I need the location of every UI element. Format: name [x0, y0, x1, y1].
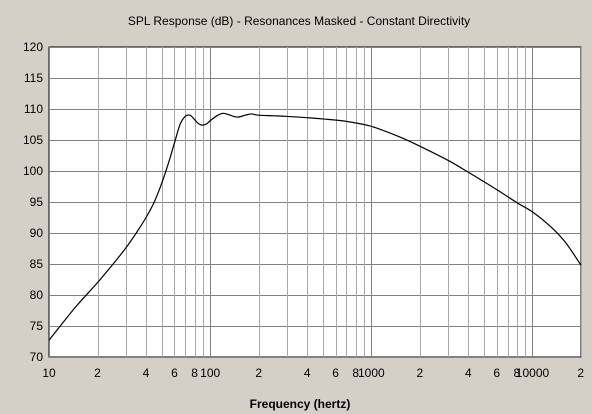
x-tick-label: 2 [94, 366, 101, 380]
y-tick-label: 90 [30, 226, 44, 240]
x-axis-label: Frequency (hertz) [250, 397, 351, 411]
chart-title: SPL Response (dB) - Resonances Masked - … [128, 14, 470, 28]
x-tick-label: 100 [200, 366, 220, 380]
y-tick-label: 80 [30, 288, 44, 302]
y-tick-label: 75 [30, 319, 44, 333]
y-tick-label: 105 [23, 133, 43, 147]
x-tick-label: 8 [191, 366, 198, 380]
y-tick-label: 115 [24, 71, 43, 85]
x-tick-label: 8 [352, 366, 359, 380]
x-tick-label: 6 [493, 366, 500, 380]
x-tick-label: 2 [255, 366, 262, 380]
y-tick-label: 95 [30, 195, 44, 209]
x-tick-label: 10 [42, 366, 56, 380]
x-tick-label: 8 [514, 366, 521, 380]
y-tick-label: 85 [30, 257, 44, 271]
y-tick-label: 100 [23, 164, 43, 178]
x-tick-label: 10000 [516, 366, 550, 380]
x-tick-label: 2 [416, 366, 423, 380]
y-tick-labels: 120 115 110 105 100 95 90 85 80 75 70 [23, 40, 43, 364]
y-tick-label: 110 [24, 102, 43, 116]
y-tick-label: 120 [23, 40, 43, 54]
spl-series-line [48, 112, 582, 341]
x-tick-label: 4 [465, 366, 472, 380]
x-tick-label: 6 [171, 366, 178, 380]
grid-lines [49, 47, 582, 358]
x-tick-label: 1000 [358, 366, 385, 380]
y-tick-label: 70 [30, 350, 44, 364]
x-tick-label: 2 [577, 366, 584, 380]
x-tick-label: 4 [143, 366, 150, 380]
x-tick-label: 6 [332, 366, 339, 380]
x-tick-label: 4 [304, 366, 311, 380]
